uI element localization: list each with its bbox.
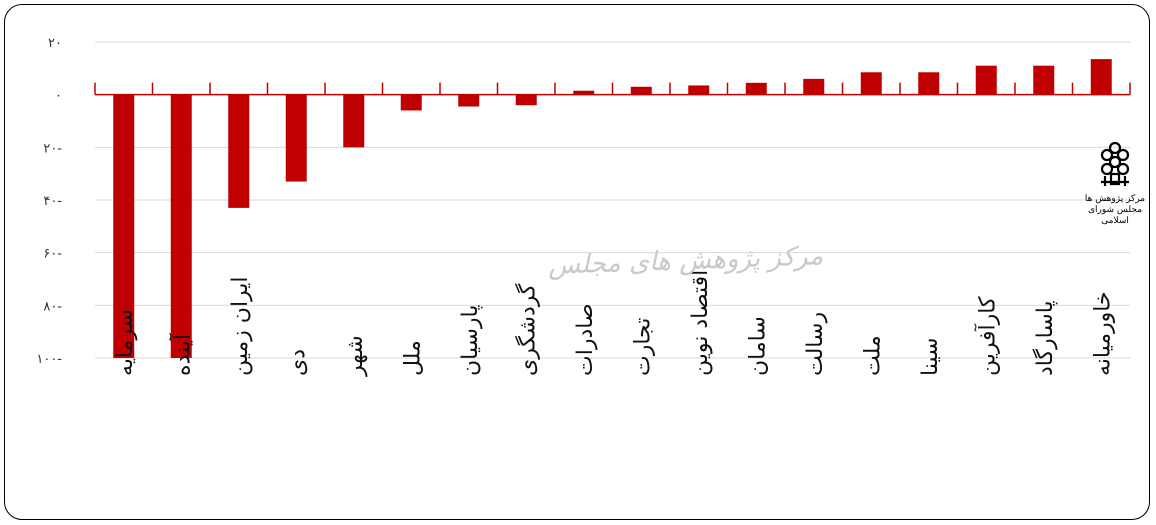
bar <box>343 94 365 148</box>
bar <box>285 94 307 182</box>
logo-text-line2: مجلس شورای اسلامی <box>1087 205 1143 226</box>
x-tick-label: آینده <box>168 333 195 376</box>
bar <box>860 72 882 95</box>
x-tick-label: پاسارگاد <box>1032 300 1058 376</box>
bar <box>975 65 997 95</box>
bar <box>573 90 595 95</box>
x-tick-label: ملت <box>860 335 885 376</box>
x-tick-label: صادرات <box>573 303 598 376</box>
y-tick-label: ۲۰- <box>43 141 62 156</box>
x-tick-label: سینا <box>918 338 943 376</box>
bar <box>630 86 652 95</box>
x-tick-label: اقتصاد نوین <box>688 270 713 376</box>
x-tick-label: شهر <box>343 335 368 377</box>
bar <box>400 94 422 111</box>
bar <box>803 78 825 95</box>
bar <box>228 94 250 208</box>
bar <box>688 85 710 95</box>
bar <box>745 82 767 95</box>
bar <box>918 72 940 95</box>
y-tick-label: ۴۰- <box>43 194 62 209</box>
y-tick-label: ۰ <box>55 89 62 104</box>
x-tick-label: رسالت <box>803 312 828 376</box>
y-tick-label: ۱۰۰- <box>36 352 62 367</box>
y-tick-label: ۸۰- <box>43 299 62 314</box>
bar <box>170 94 192 359</box>
y-tick-label: ۶۰- <box>43 247 62 262</box>
logo-emblem-icon <box>1100 141 1130 186</box>
x-tick-label: کارآفرین <box>973 296 1000 376</box>
x-tick-label: ایران زمین <box>228 277 253 376</box>
x-tick-label: پارسیان <box>458 305 483 376</box>
x-tick-label: گردشگری <box>514 283 540 376</box>
x-tick-label: سامان <box>745 316 770 376</box>
y-tick-label: ۲۰ <box>48 36 62 51</box>
chart-frame <box>4 4 1150 520</box>
x-tick-label: دی <box>285 349 310 376</box>
bar <box>113 94 135 359</box>
logo-text-line1: مرکز پژوهش ها <box>1084 194 1146 204</box>
x-tick-label: تجارت <box>630 318 655 376</box>
majlis-research-logo: مرکز پژوهش ها مجلس شورای اسلامی <box>1080 140 1150 227</box>
x-tick-label: سرمایه <box>113 309 138 376</box>
bar <box>1090 59 1112 95</box>
bar <box>1033 65 1055 95</box>
x-tick-label: ملل <box>400 340 425 376</box>
x-tick-label: خاورمیانه <box>1090 291 1115 376</box>
bar <box>458 94 480 107</box>
bar <box>515 94 537 106</box>
